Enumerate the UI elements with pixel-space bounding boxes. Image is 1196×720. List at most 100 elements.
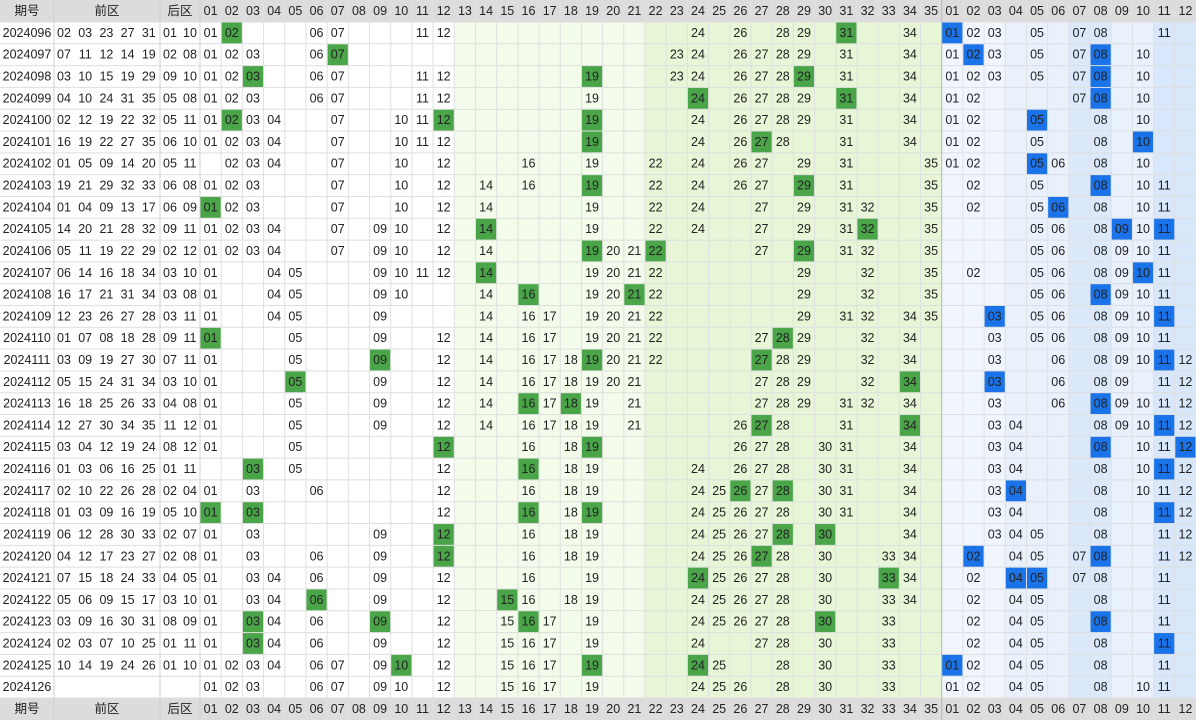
cell-number: 09 [1115,397,1129,411]
back-col-bg [1132,22,1154,698]
hit-number: 28 [776,331,790,345]
cell-number: 33 [882,615,896,629]
cell-number: 22 [649,200,663,214]
front-col-bg [899,22,921,698]
back-number: 08 [163,440,177,454]
hit-cell [581,109,603,131]
cell-number: 31 [839,157,853,171]
hit-number: 34 [903,375,917,389]
hit-cell [327,44,348,66]
header-front-col: 26 [733,4,747,18]
back-number: 03 [163,288,177,302]
cell-number: 07 [331,244,345,258]
back-number: 10 [183,26,197,40]
hit-cell [751,415,772,436]
cell-number: 15 [500,615,514,629]
cell-number: 24 [691,179,705,193]
cell-number: 10 [1136,462,1150,476]
cell-number: 12 [437,484,451,498]
cell-number: 07 [331,680,345,694]
header-front-col: 23 [670,702,684,716]
header-back-col: 08 [1094,702,1108,716]
cell-number: 02 [225,244,239,258]
back-number: 02 [163,549,177,563]
hit-cell [518,502,539,524]
front-col-bg [454,22,476,698]
cell-number: 09 [373,418,387,432]
hit-cell [581,349,603,371]
issue: 2024112 [3,375,51,389]
cell-number: 08 [1094,484,1108,498]
cell-number: 05 [1030,179,1044,193]
hit-number: 11 [1158,462,1171,476]
header-front-col: 02 [225,702,239,716]
hit-cell [1154,502,1175,524]
cell-number: 31 [839,222,853,236]
hit-number: 08 [1094,179,1108,193]
cell-number: 21 [627,353,641,367]
hit-cell [518,284,539,305]
cell-number: 11 [1158,680,1171,694]
cell-number: 03 [246,135,260,149]
cell-number: 09 [373,636,387,650]
cell-number: 33 [882,636,896,650]
front-number: 12 [99,440,113,454]
hit-number: 05 [1030,157,1044,171]
cell-number: 20 [606,288,620,302]
cell-number: 26 [733,113,747,127]
cell-number: 19 [585,636,599,650]
front-number: 22 [121,244,135,258]
header-back: 后区 [167,4,192,18]
header-back-col: 06 [1051,4,1065,18]
cell-number: 12 [437,179,451,193]
cell-number: 09 [1115,353,1129,367]
cell-number: 17 [543,418,557,432]
cell-number: 29 [797,331,811,345]
cell-number: 29 [797,353,811,367]
cell-number: 02 [967,157,981,171]
cell-number: 12 [1178,353,1192,367]
back-number: 11 [184,309,197,323]
cell-number: 28 [776,135,790,149]
hit-number: 19 [585,244,599,258]
hit-cell [1154,349,1175,371]
cell-number: 34 [903,113,917,127]
hit-number: 08 [1094,91,1108,105]
front-number: 27 [121,353,135,367]
cell-number: 03 [246,484,260,498]
front-col-bg [920,22,942,698]
front-number: 05 [78,157,92,171]
cell-number: 27 [755,397,769,411]
cell-number: 09 [373,658,387,672]
hit-number: 11 [1158,222,1171,236]
back-number: 04 [163,397,177,411]
cell-number: 10 [394,288,408,302]
cell-number: 01 [204,179,218,193]
cell-number: 02 [967,636,981,650]
cell-number: 03 [246,549,260,563]
front-number: 33 [142,179,156,193]
cell-number: 01 [204,549,218,563]
back-number: 10 [183,70,197,84]
back-number: 01 [163,636,177,650]
cell-number: 28 [776,615,790,629]
front-number: 31 [121,375,135,389]
cell-number: 09 [373,397,387,411]
hit-cell [963,44,984,66]
hit-cell [370,349,391,371]
cell-number: 25 [712,527,726,541]
hit-number: 01 [204,506,218,520]
hit-number: 12 [437,527,451,541]
cell-number: 10 [394,680,408,694]
hit-cell [1005,480,1026,502]
cell-number: 09 [373,244,387,258]
hit-cell [518,611,539,633]
header-front-col: 28 [776,4,790,18]
hit-number: 24 [691,571,705,585]
cell-number: 30 [818,680,832,694]
cell-number: 01 [204,288,218,302]
front-number: 15 [99,70,113,84]
hit-number: 14 [479,266,493,280]
cell-number: 20 [606,353,620,367]
front-number: 15 [121,593,135,607]
